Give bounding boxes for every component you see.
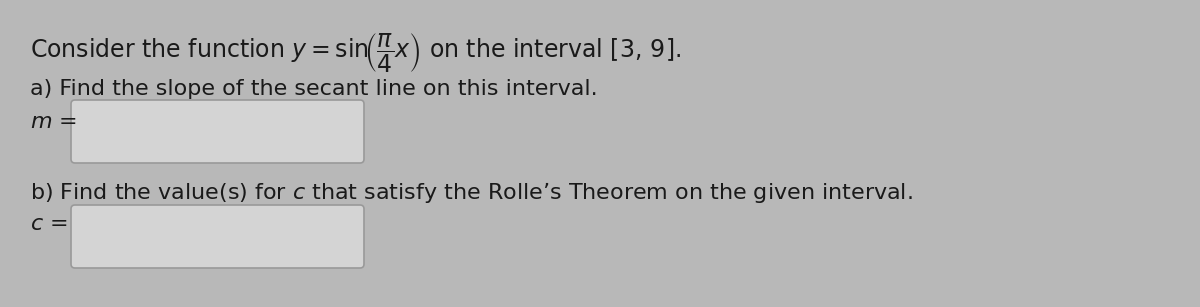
FancyBboxPatch shape xyxy=(71,205,364,268)
Text: $c$ =: $c$ = xyxy=(30,214,67,234)
Text: $m$ =: $m$ = xyxy=(30,112,77,132)
Text: Consider the function $y = \mathrm{sin}\!\left(\dfrac{\pi}{4}x\right)$ on the in: Consider the function $y = \mathrm{sin}\… xyxy=(30,32,682,76)
Text: b) Find the value(s) for $c$ that satisfy the Rolle’s Theorem on the given inter: b) Find the value(s) for $c$ that satisf… xyxy=(30,180,913,205)
Text: a) Find the slope of the secant line on this interval.: a) Find the slope of the secant line on … xyxy=(30,79,598,99)
FancyBboxPatch shape xyxy=(71,100,364,163)
